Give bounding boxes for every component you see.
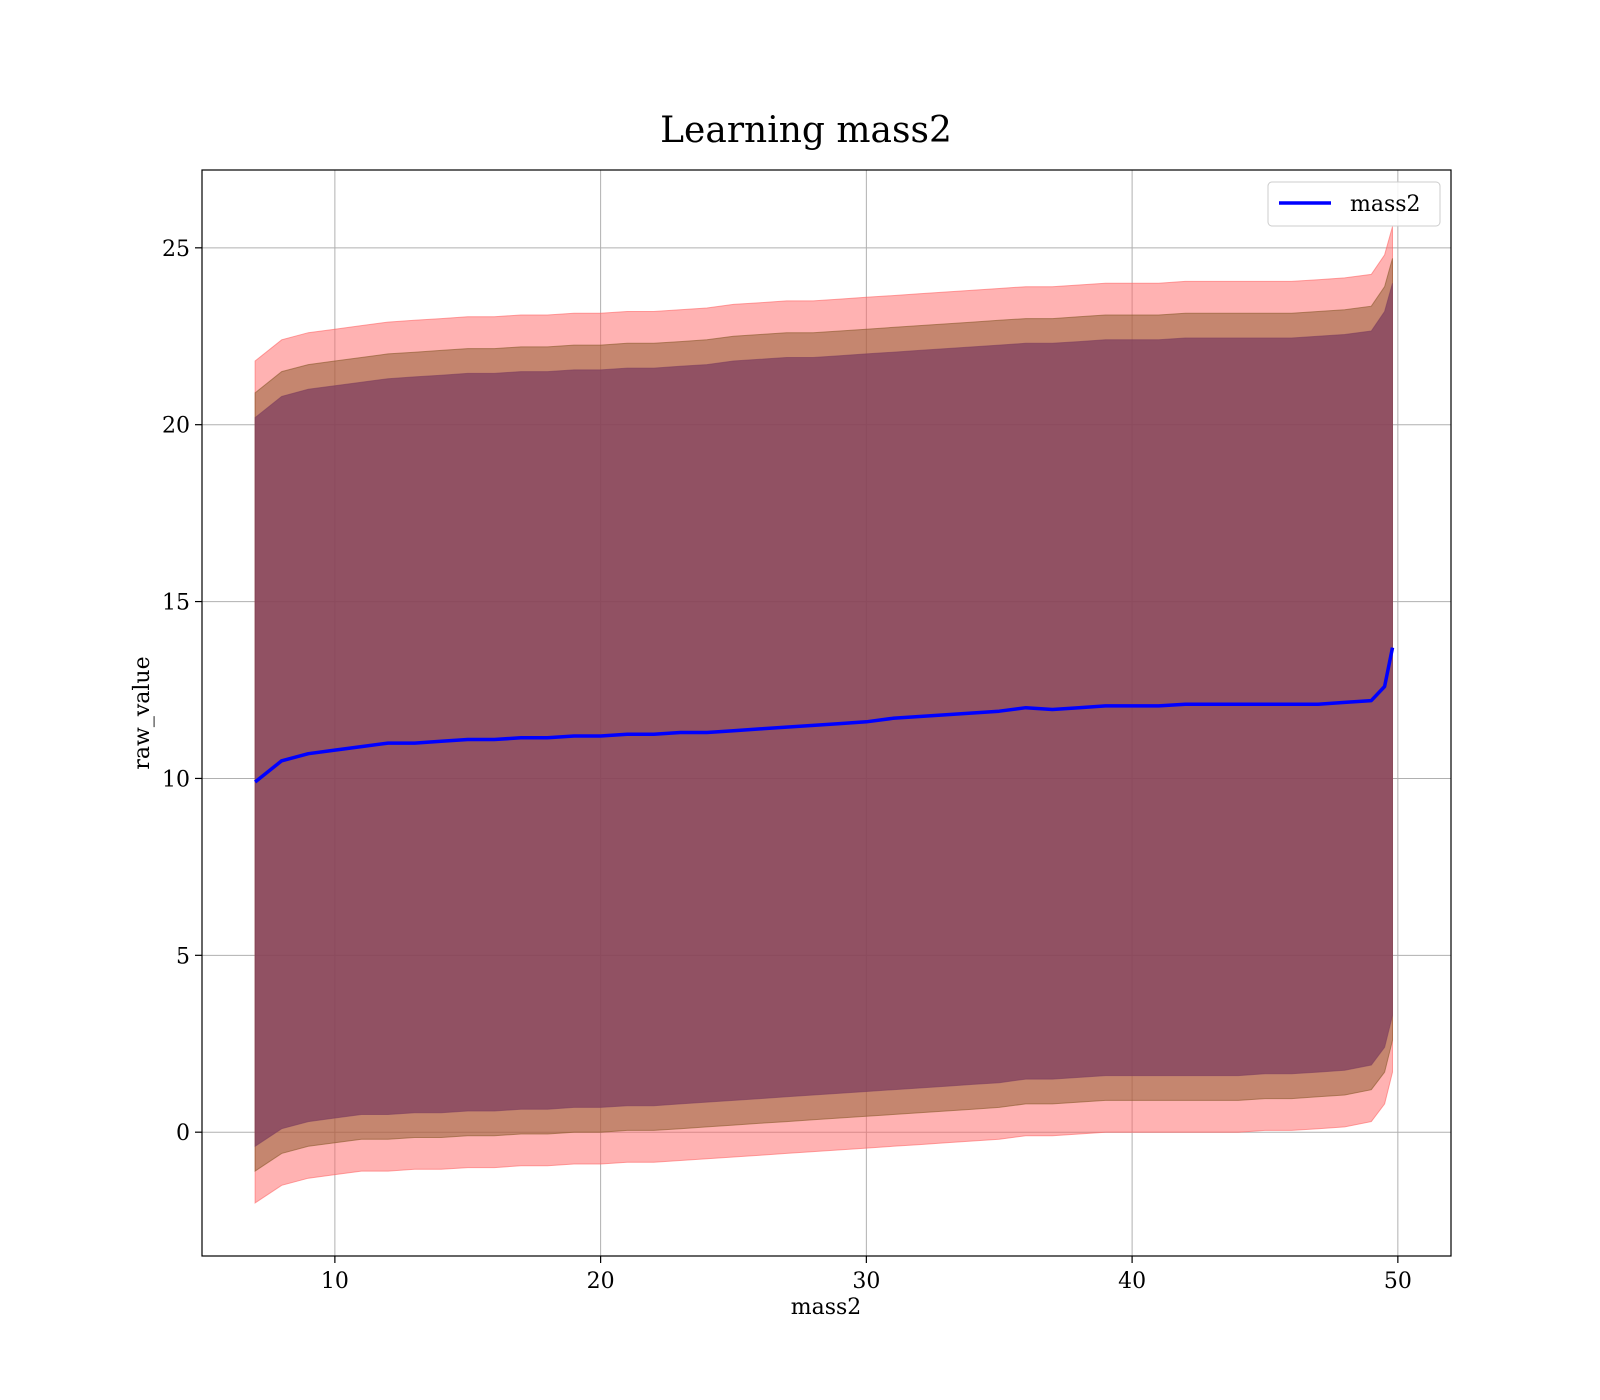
y-axis-label: raw_value [130, 656, 155, 769]
y-tick-label: 0 [176, 1121, 190, 1146]
y-tick-label: 15 [162, 591, 190, 616]
y-tick-label: 10 [162, 767, 190, 792]
y-axis-ticks: 0 5 10 15 20 25 [162, 237, 202, 1146]
series-line-mass2 [254, 647, 1395, 784]
x-tick-label: 30 [852, 1269, 880, 1294]
y-tick-label: 5 [176, 944, 190, 969]
chart-title: Learning mass2 [660, 110, 952, 151]
x-tick-label: 40 [1118, 1269, 1146, 1294]
x-axis-ticks: 10 20 30 40 50 [321, 1256, 1412, 1294]
y-tick-label: 20 [162, 414, 190, 439]
x-axis-label: mass2 [791, 1295, 862, 1320]
x-tick-label: 20 [587, 1269, 615, 1294]
y-tick-label: 25 [162, 237, 190, 262]
confidence-bands [254, 226, 1393, 1204]
plot-frame [201, 169, 1452, 1257]
legend-label-mass2: mass2 [1350, 192, 1421, 217]
legend: mass2 [1267, 181, 1441, 227]
band-inner [254, 283, 1393, 1148]
legend-box [1267, 181, 1441, 227]
x-tick-label: 10 [321, 1269, 349, 1294]
series-lines [254, 647, 1395, 784]
x-tick-label: 50 [1384, 1269, 1412, 1294]
